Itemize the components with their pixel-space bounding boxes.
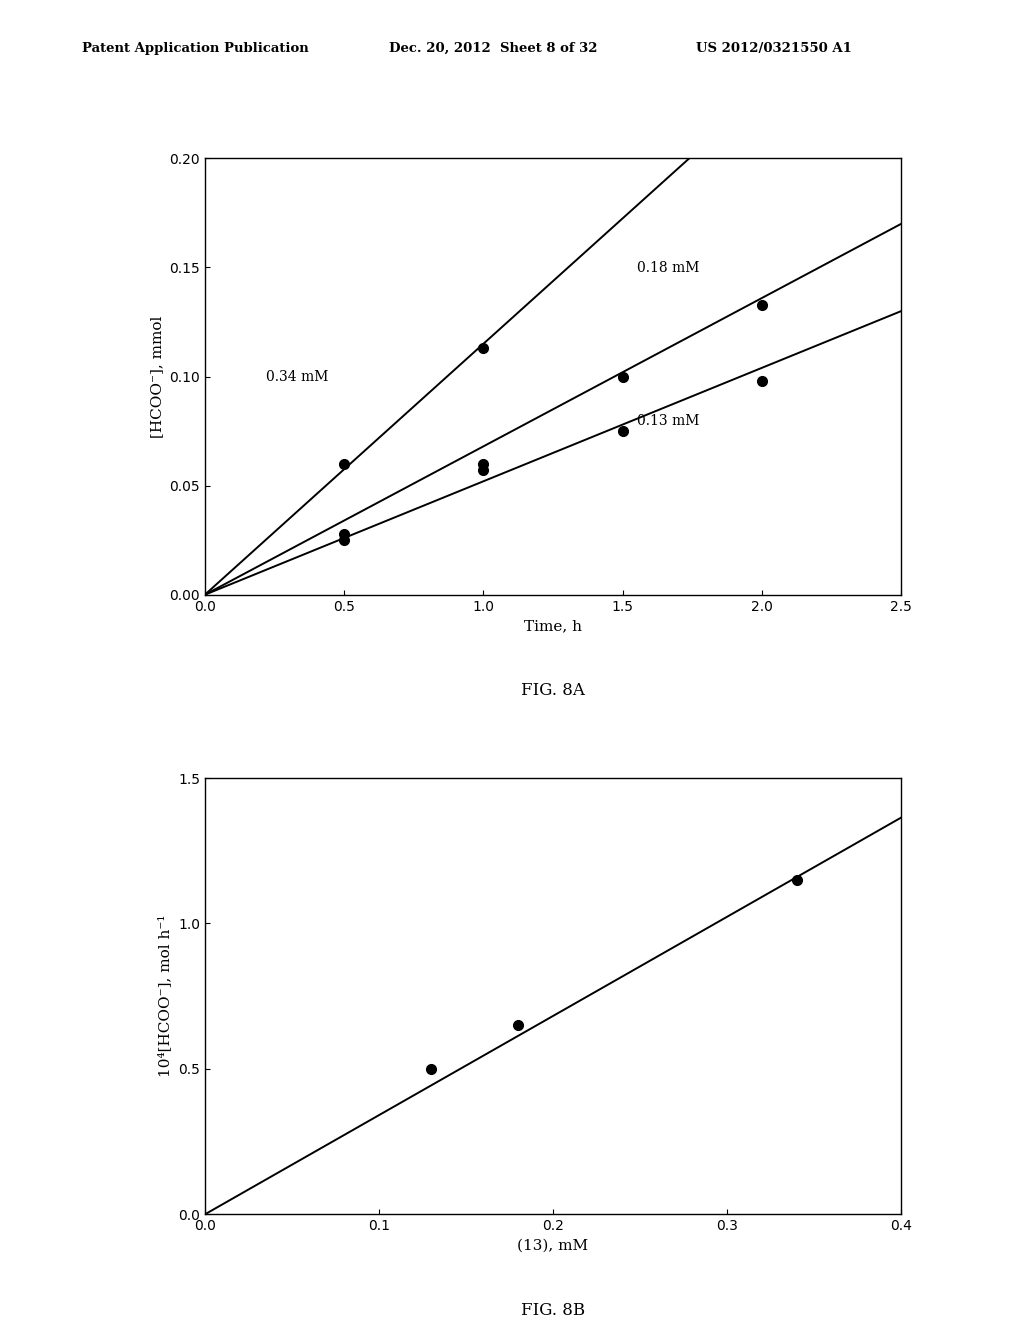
Text: US 2012/0321550 A1: US 2012/0321550 A1	[696, 42, 852, 55]
X-axis label: Time, h: Time, h	[524, 619, 582, 634]
Point	[614, 421, 631, 442]
Y-axis label: 10⁴[HCOO⁻], mol h⁻¹: 10⁴[HCOO⁻], mol h⁻¹	[159, 915, 172, 1077]
Point	[475, 338, 492, 359]
Point	[788, 870, 805, 891]
Text: Dec. 20, 2012  Sheet 8 of 32: Dec. 20, 2012 Sheet 8 of 32	[389, 42, 598, 55]
Point	[754, 294, 770, 315]
Text: FIG. 8A: FIG. 8A	[521, 682, 585, 700]
Point	[336, 453, 352, 474]
Point	[614, 366, 631, 387]
Text: 0.13 mM: 0.13 mM	[637, 413, 699, 428]
Point	[475, 459, 492, 480]
Text: 0.18 mM: 0.18 mM	[637, 261, 699, 275]
Y-axis label: [HCOO⁻], mmol: [HCOO⁻], mmol	[150, 315, 164, 438]
Point	[510, 1015, 526, 1036]
X-axis label: (13), mM: (13), mM	[517, 1238, 589, 1253]
Point	[336, 523, 352, 544]
Point	[754, 371, 770, 392]
Text: Patent Application Publication: Patent Application Publication	[82, 42, 308, 55]
Point	[475, 453, 492, 474]
Text: 0.34 mM: 0.34 mM	[266, 370, 329, 384]
Point	[423, 1059, 439, 1080]
Point	[754, 137, 770, 158]
Text: FIG. 8B: FIG. 8B	[521, 1302, 585, 1319]
Point	[336, 529, 352, 550]
